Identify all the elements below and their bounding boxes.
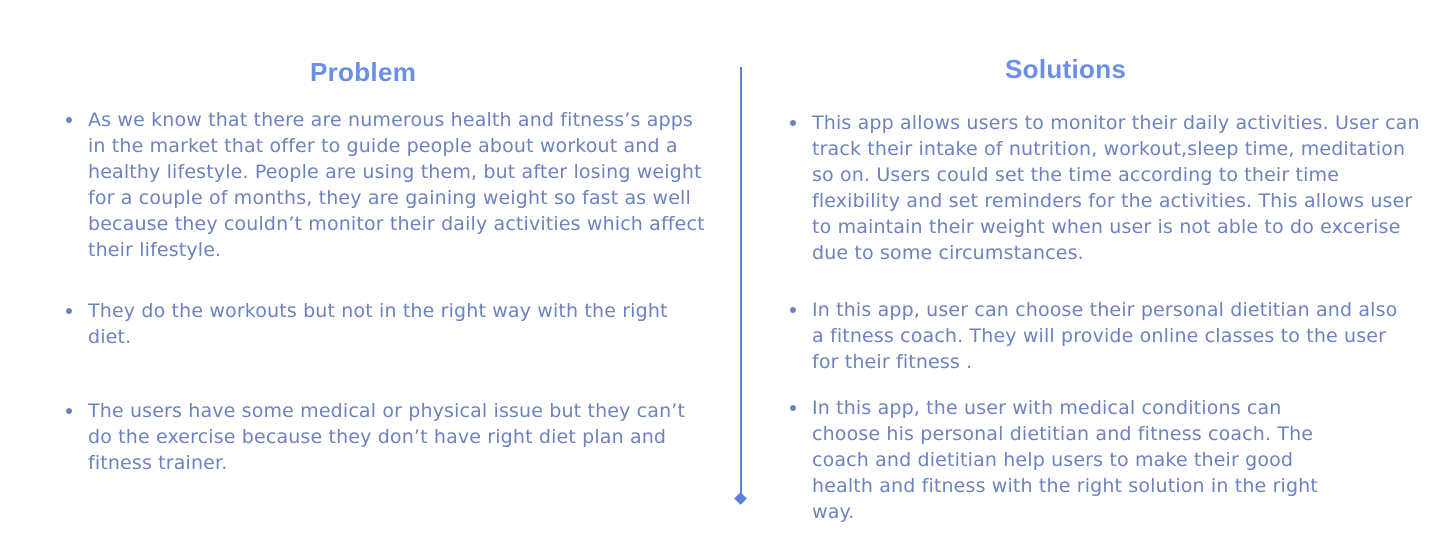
problem-heading: Problem xyxy=(310,57,417,87)
bullet-dot-icon xyxy=(790,405,796,411)
solutions-heading: Solutions xyxy=(1005,54,1127,84)
bullet-dot-icon xyxy=(790,307,796,313)
divider-end-diamond-icon xyxy=(734,492,747,505)
solution-item: In this app, the user with medical condi… xyxy=(790,395,1350,525)
problem-item: The users have some medical or physical … xyxy=(66,398,706,476)
solution-item: This app allows users to monitor their d… xyxy=(790,110,1430,266)
bullet-dot-icon xyxy=(790,120,796,126)
solution-item-text: This app allows users to monitor their d… xyxy=(812,112,1420,264)
solution-item-text: In this app, user can choose their perso… xyxy=(812,299,1398,373)
bullet-dot-icon xyxy=(66,117,72,123)
problem-item: As we know that there are numerous healt… xyxy=(66,107,706,263)
solution-item-text: In this app, the user with medical condi… xyxy=(812,397,1318,523)
section-divider xyxy=(740,67,742,497)
solution-item: In this app, user can choose their perso… xyxy=(790,297,1410,375)
problem-item-text: They do the workouts but not in the righ… xyxy=(88,300,668,348)
problem-item-text: The users have some medical or physical … xyxy=(88,400,686,474)
bullet-dot-icon xyxy=(66,408,72,414)
problem-item-text: As we know that there are numerous healt… xyxy=(88,109,705,261)
bullet-dot-icon xyxy=(66,308,72,314)
problem-item: They do the workouts but not in the righ… xyxy=(66,298,706,350)
